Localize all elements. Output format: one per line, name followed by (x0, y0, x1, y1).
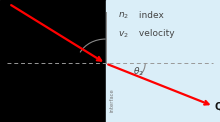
Text: Q: Q (214, 102, 220, 112)
Text: index: index (136, 11, 164, 20)
Text: velocity: velocity (136, 29, 175, 38)
Text: $\theta_2$: $\theta_2$ (133, 65, 144, 78)
Text: $v_2$: $v_2$ (118, 29, 128, 40)
Bar (106, 0, 220, 122)
Text: $n_2$: $n_2$ (118, 11, 129, 21)
Bar (0, 0, 106, 122)
Text: interface: interface (109, 88, 114, 112)
